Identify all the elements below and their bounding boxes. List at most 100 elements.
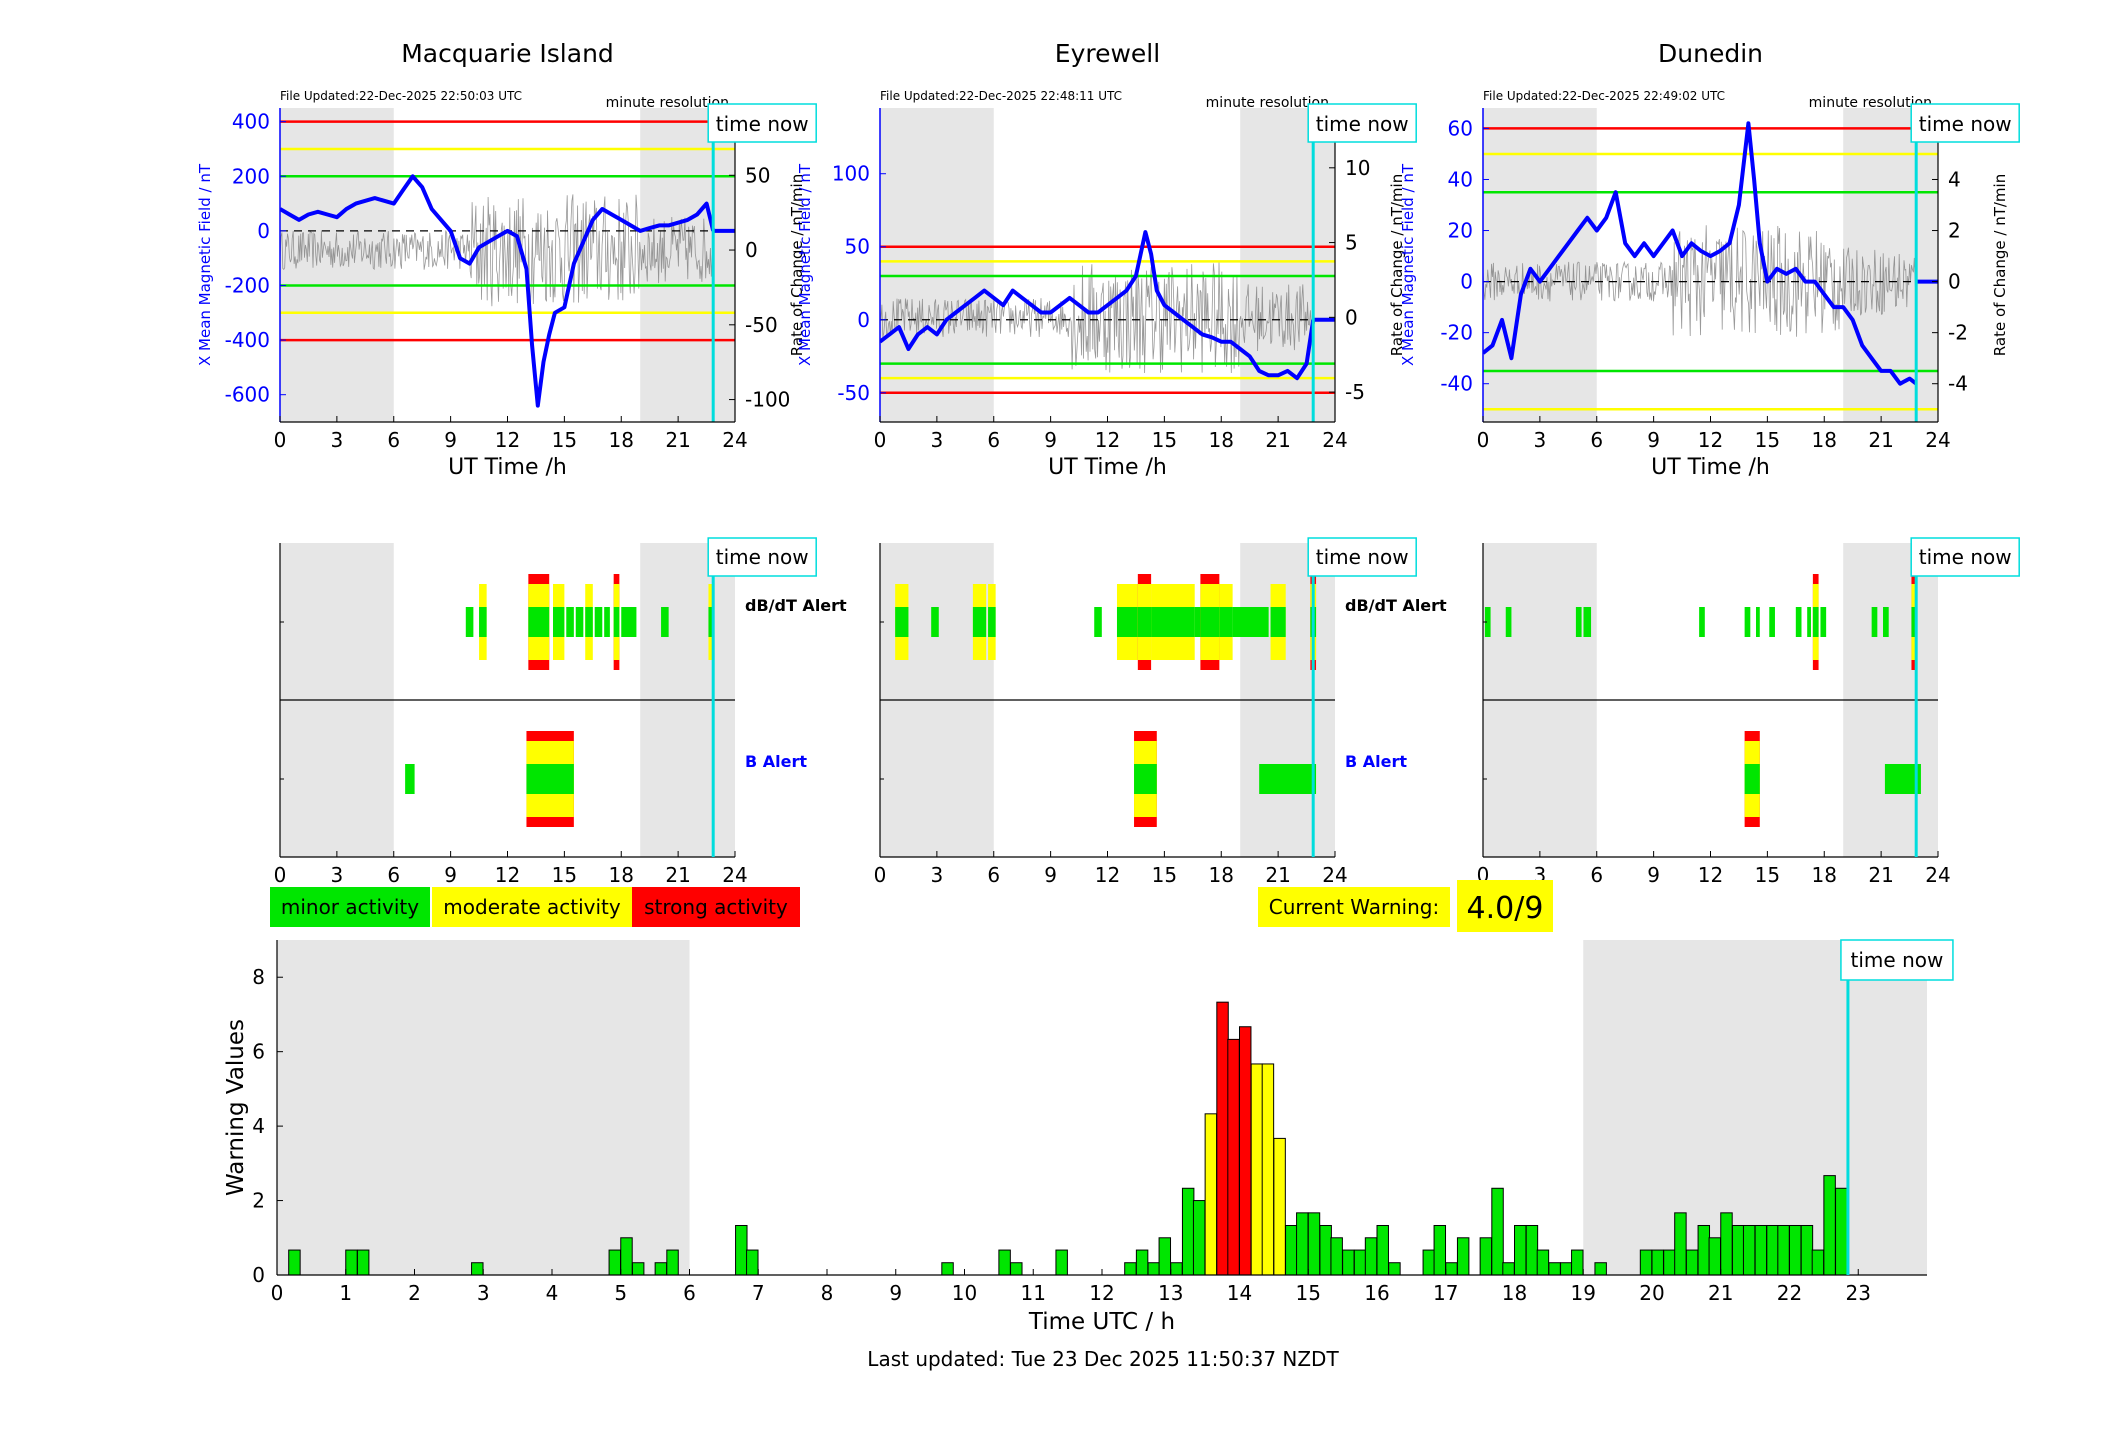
left-tick-label: 400 [232, 110, 270, 134]
right-tick-label: -2 [1948, 321, 1968, 345]
warning-bar-minor [1525, 1224, 1539, 1276]
warning-bar-minor [998, 1249, 1011, 1276]
warning-bar-minor [654, 1262, 668, 1276]
right-tick-label: -5 [1345, 380, 1365, 404]
warning-bar-minor [1296, 1212, 1309, 1276]
dbdt-alert-bar-minor [1505, 607, 1512, 637]
warning-bar-minor [1376, 1224, 1389, 1276]
x-tick-label: 8 [821, 1281, 834, 1305]
warning-bar-minor [1639, 1249, 1653, 1276]
time-now-box [1910, 103, 2020, 143]
file-updated-label: File Updated:22-Dec-2025 22:50:03 UTC [280, 89, 522, 103]
left-axis-label: X Mean Magnetic Field / nT [1399, 163, 1417, 366]
x-tick-label: 3 [931, 428, 944, 452]
legend-label-strong: strong activity [644, 895, 788, 919]
dbdt-alert-bar-minor [1200, 607, 1220, 637]
x-tick-label: 6 [1590, 428, 1603, 452]
y-tick-label: 6 [252, 1040, 265, 1064]
dbdt-alert-bar-minor [1583, 607, 1592, 637]
left-tick-label: -200 [225, 273, 270, 297]
legend-label-minor: minor activity [281, 895, 419, 919]
rate-of-change-trace [1483, 225, 1917, 337]
dbdt-alert-bar-minor [604, 607, 610, 637]
dbdt-alert-bar-minor [1194, 607, 1203, 637]
x-tick-label: 24 [1925, 428, 1950, 452]
dbdt-alert-bar-minor [553, 607, 565, 637]
x-tick-label: 9 [1647, 863, 1660, 887]
warning-bar-minor [1663, 1249, 1676, 1276]
station-panel-macquarie-island: Macquarie Island File Updated:22-Dec-2025… [196, 39, 847, 887]
left-tick-label: 50 [845, 235, 870, 259]
time-now-label: time now [1316, 545, 1409, 569]
warning-bar-minor [471, 1262, 484, 1276]
x-axis-label: UT Time /h [448, 455, 567, 480]
x-axis-label: UT Time /h [1651, 455, 1770, 480]
dbdt-alert-bar-minor [1219, 607, 1233, 637]
dbdt-alert-bar-minor [1756, 607, 1760, 637]
current-warning-label-box [1258, 887, 1450, 927]
rate-of-change-trace [880, 261, 1314, 374]
night-band [1583, 940, 1927, 1275]
x-tick-label: 7 [752, 1281, 765, 1305]
time-now-box [1307, 537, 1417, 577]
x-tick-label: 12 [1095, 428, 1120, 452]
warning-bar-minor [345, 1249, 358, 1276]
warning-bar-minor [1674, 1212, 1687, 1276]
right-tick-label: 5 [1345, 231, 1358, 255]
right-tick-label: 4 [1948, 167, 1961, 191]
x-tick-label: 24 [1322, 428, 1347, 452]
alert-panel: time now dB/dT Alert B Alert 0 3 6 9 12 15 18 21 24 [874, 537, 1447, 887]
warning-bar-minor [1502, 1262, 1515, 1276]
dbdt-alert-bar-minor [1232, 607, 1269, 637]
right-axis-label: Rate of Change / nT/min [788, 174, 806, 356]
dbdt-alert-bar-minor [895, 607, 909, 637]
right-tick-label: 0 [745, 238, 758, 262]
x-tick-label: 0 [274, 863, 287, 887]
x-tick-label: 12 [495, 428, 520, 452]
x-tick-label: 21 [1708, 1281, 1733, 1305]
dbdt-alert-bar-minor [1795, 607, 1802, 637]
x-axis-label: UT Time /h [1048, 455, 1167, 480]
dbdt-alert-bar-minor [1270, 607, 1286, 637]
right-tick-label: 50 [745, 163, 770, 187]
x-tick-label: 15 [1755, 428, 1780, 452]
warning-bar-strong [1216, 1001, 1229, 1276]
warning-bar-minor [1192, 1200, 1206, 1276]
warning-bar-minor [1720, 1212, 1733, 1276]
dbdt-alert-bar-minor [575, 607, 584, 637]
warning-bar-minor [1135, 1249, 1149, 1276]
x-tick-label: 9 [444, 863, 457, 887]
x-tick-label: 12 [495, 863, 520, 887]
dbdt-alert-bar-minor [1137, 607, 1152, 637]
night-band [280, 108, 394, 422]
time-now-label: time now [1919, 545, 2012, 569]
warning-bar-minor [1124, 1262, 1137, 1276]
warning-bar-minor [735, 1224, 748, 1276]
left-axis-label: X Mean Magnetic Field / nT [796, 163, 814, 366]
field-plot-area [280, 108, 735, 422]
x-tick-label: 15 [1152, 428, 1177, 452]
x-tick-label: 21 [1868, 428, 1893, 452]
b-alert-bar-minor [526, 764, 574, 794]
y-axis-label: Warning Values [223, 1019, 249, 1196]
warning-bar-minor [1353, 1249, 1367, 1276]
x-tick-label: 14 [1227, 1281, 1252, 1305]
dbdt-alert-bar-minor [661, 607, 669, 637]
time-now-label: time now [716, 545, 809, 569]
warning-bar-minor [1330, 1237, 1343, 1276]
dbdt-alert-label: dB/dT Alert [745, 596, 847, 615]
x-tick-label: 3 [931, 863, 944, 887]
x-tick-label: 15 [1755, 863, 1780, 887]
x-tick-label: 9 [889, 1281, 902, 1305]
y-tick-label: 4 [252, 1114, 265, 1138]
x-tick-label: 23 [1846, 1281, 1871, 1305]
x-tick-label: 0 [874, 863, 887, 887]
left-tick-label: 0 [857, 308, 870, 332]
right-tick-label: 2 [1948, 219, 1961, 243]
b-alert-bar-minor [1744, 764, 1760, 794]
x-tick-label: 19 [1571, 1281, 1596, 1305]
y-tick-label: 2 [252, 1189, 265, 1213]
x-tick-label: 6 [1590, 863, 1603, 887]
x-tick-label: 6 [683, 1281, 696, 1305]
warning-bar-minor [1697, 1224, 1711, 1276]
